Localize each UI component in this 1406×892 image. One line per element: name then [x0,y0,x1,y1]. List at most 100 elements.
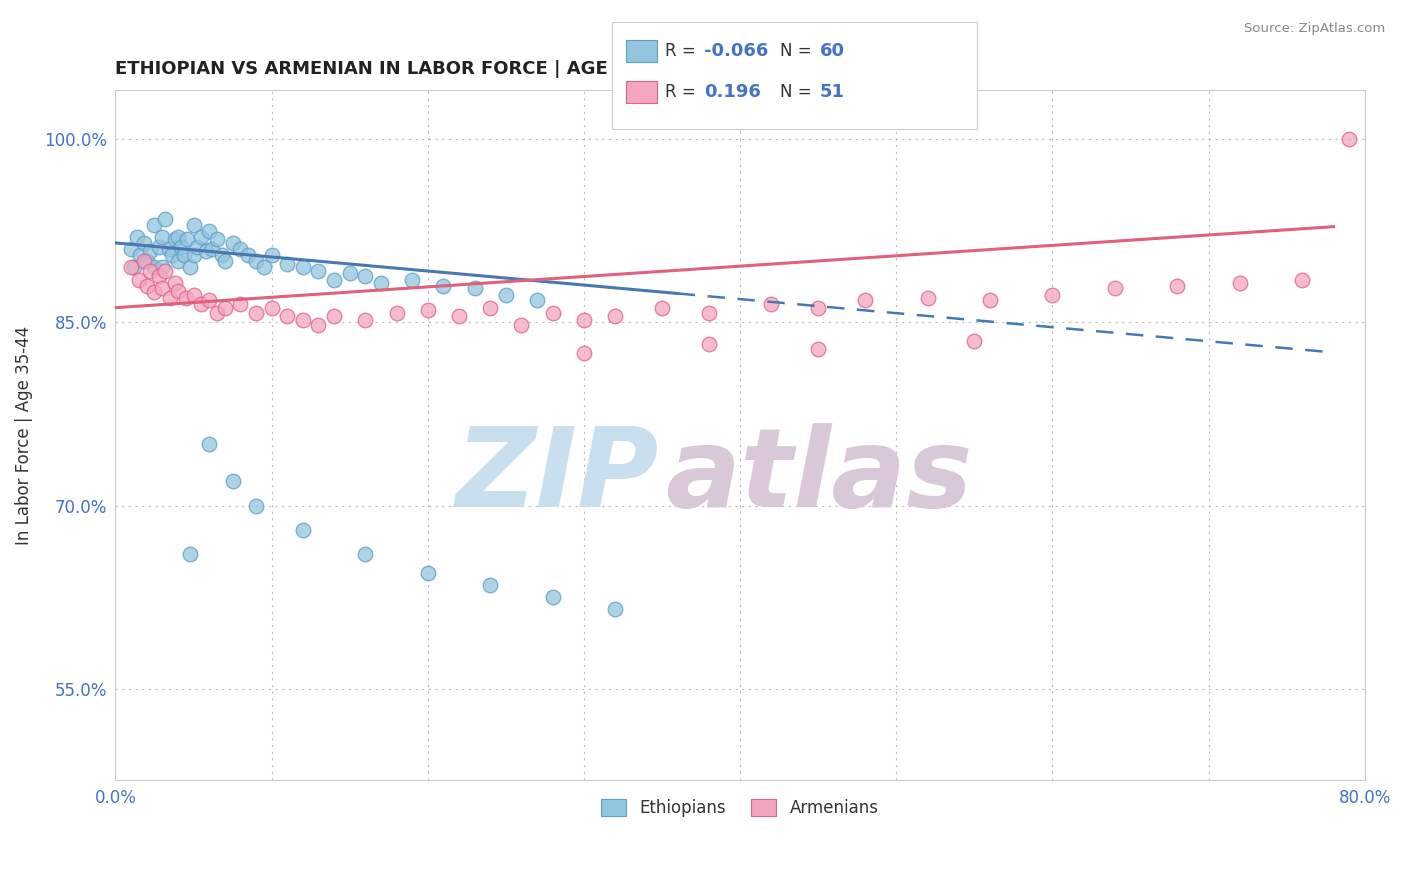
Point [416,566,439,580]
Point [238,248,260,262]
Point [221,474,243,488]
Text: atlas: atlas [665,423,973,530]
Point [1339,132,1361,146]
Text: 60: 60 [820,42,845,60]
Point [605,602,627,616]
Text: ZIP: ZIP [456,423,659,530]
Point [198,293,221,308]
Point [155,211,177,226]
Point [139,264,162,278]
Point [651,301,673,315]
Point [139,244,162,259]
Text: -0.066: -0.066 [704,42,769,60]
Point [148,239,170,253]
Point [1229,277,1251,291]
Text: R =: R = [665,42,702,60]
Point [963,334,986,348]
Point [198,437,221,451]
Point [291,523,314,537]
Point [807,342,830,356]
Point [190,297,212,311]
Point [979,293,1001,308]
Point [170,239,193,253]
Point [291,313,314,327]
Point [354,547,377,561]
Point [697,305,720,319]
Point [464,281,486,295]
Point [401,272,423,286]
Text: 51: 51 [820,83,845,101]
Point [323,309,346,323]
Point [155,264,177,278]
Point [276,257,298,271]
Point [122,260,145,275]
Text: ETHIOPIAN VS ARMENIAN IN LABOR FORCE | AGE 35-44 CORRELATION CHART: ETHIOPIAN VS ARMENIAN IN LABOR FORCE | A… [115,60,893,78]
Point [167,284,190,298]
Point [323,272,346,286]
Point [572,346,595,360]
Point [214,254,236,268]
Text: R =: R = [665,83,702,101]
Point [308,264,330,278]
Point [416,303,439,318]
Point [183,248,205,262]
Text: N =: N = [780,83,817,101]
Point [1166,278,1188,293]
Point [148,268,170,283]
Point [201,242,224,256]
Point [479,301,502,315]
Point [132,254,155,268]
Point [205,232,228,246]
Text: 0.196: 0.196 [704,83,761,101]
Text: Source: ZipAtlas.com: Source: ZipAtlas.com [1244,22,1385,36]
Point [163,277,186,291]
Point [354,268,377,283]
Point [1042,288,1064,302]
Point [214,301,236,315]
Point [150,281,173,295]
Point [167,229,190,244]
Point [291,260,314,275]
Point [163,232,186,246]
Point [541,590,564,604]
Point [253,260,276,275]
Point [160,248,183,262]
Point [447,309,470,323]
Point [129,248,152,262]
Point [167,254,190,268]
Point [173,248,195,262]
Point [190,229,212,244]
Point [150,260,173,275]
Point [276,309,298,323]
Point [135,254,157,268]
Point [229,242,252,256]
Point [198,224,221,238]
Point [150,229,173,244]
Point [186,239,208,253]
Point [211,248,233,262]
Point [605,309,627,323]
Point [179,547,201,561]
Point [385,305,408,319]
Point [1104,281,1126,295]
Point [495,288,517,302]
Point [143,218,166,232]
Legend: Ethiopians, Armenians: Ethiopians, Armenians [595,792,886,823]
Point [1291,272,1313,286]
Point [339,267,361,281]
Point [120,242,142,256]
Point [221,235,243,250]
Point [697,337,720,351]
Point [354,313,377,327]
Text: N =: N = [780,42,817,60]
Point [179,260,201,275]
Point [479,578,502,592]
Point [143,260,166,275]
Point [135,278,157,293]
Point [917,291,939,305]
Point [245,499,267,513]
Y-axis label: In Labor Force | Age 35-44: In Labor Force | Age 35-44 [15,326,32,545]
Point [157,242,180,256]
Point [176,232,198,246]
Point [370,277,392,291]
